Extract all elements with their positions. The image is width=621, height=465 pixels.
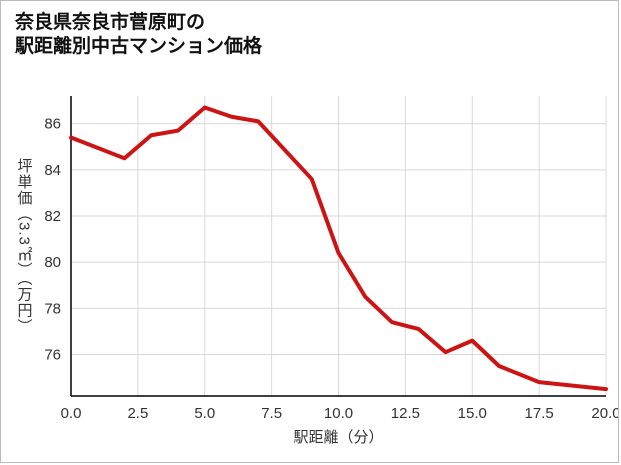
- x-tick-label-15: 15.0: [458, 405, 487, 422]
- chart-plot-area[interactable]: 0.0 2.5 5.0 7.5 10.0 12.5 15.0 17.5 20.0 76 78 80 8…: [71, 96, 606, 396]
- x-tick-label-10: 10.0: [324, 405, 353, 422]
- x-tick-label-12.5: 12.5: [391, 405, 420, 422]
- y-tick-label-84: 84: [44, 162, 61, 179]
- y-tick-labels: 76 78 80 82 84 86: [44, 116, 61, 364]
- x-tick-label-17.5: 17.5: [525, 405, 554, 422]
- chart-title: 奈良県奈良市菅原町の 駅距離別中古マンション価格: [15, 11, 262, 59]
- x-tick-label-5: 5.0: [194, 405, 215, 422]
- x-axis-label: 駅距離（分）: [71, 426, 606, 447]
- y-axis-label: 坪単価（3.3㎡）（万円）: [9, 96, 39, 396]
- chart-frame: 奈良県奈良市菅原町の 駅距離別中古マンション価格 坪単価（3.3㎡）（万円） 駅…: [0, 0, 619, 463]
- y-tick-label-86: 86: [44, 116, 61, 133]
- line-chart-svg[interactable]: 0.0 2.5 5.0 7.5 10.0 12.5 15.0 17.5 20.0 7678808…: [71, 96, 606, 396]
- x-gridlines: [71, 96, 606, 396]
- y-tick-label-80: 80: [44, 254, 61, 271]
- y-tick-label-78: 78: [44, 300, 61, 317]
- x-tick-label-20: 20.0: [591, 405, 619, 422]
- x-tick-label-0: 0.0: [61, 405, 82, 422]
- x-tick-label-2.5: 2.5: [127, 405, 148, 422]
- y-tick-label-82: 82: [44, 208, 61, 225]
- x-tick-label-7.5: 7.5: [261, 405, 282, 422]
- y-tick-label-76: 76: [44, 346, 61, 363]
- x-tick-labels: 0.0 2.5 5.0 7.5 10.0 12.5 15.0 17.5 20.0: [61, 405, 619, 422]
